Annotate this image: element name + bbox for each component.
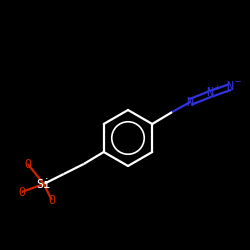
Text: Si: Si [37,178,51,190]
Text: O: O [48,194,55,206]
Text: N: N [187,96,194,110]
Text: N: N [227,80,234,94]
Text: O: O [24,158,31,170]
Text: O: O [18,186,25,198]
Text: +: + [214,84,220,92]
Text: −: − [234,77,240,87]
Text: N: N [207,86,214,100]
